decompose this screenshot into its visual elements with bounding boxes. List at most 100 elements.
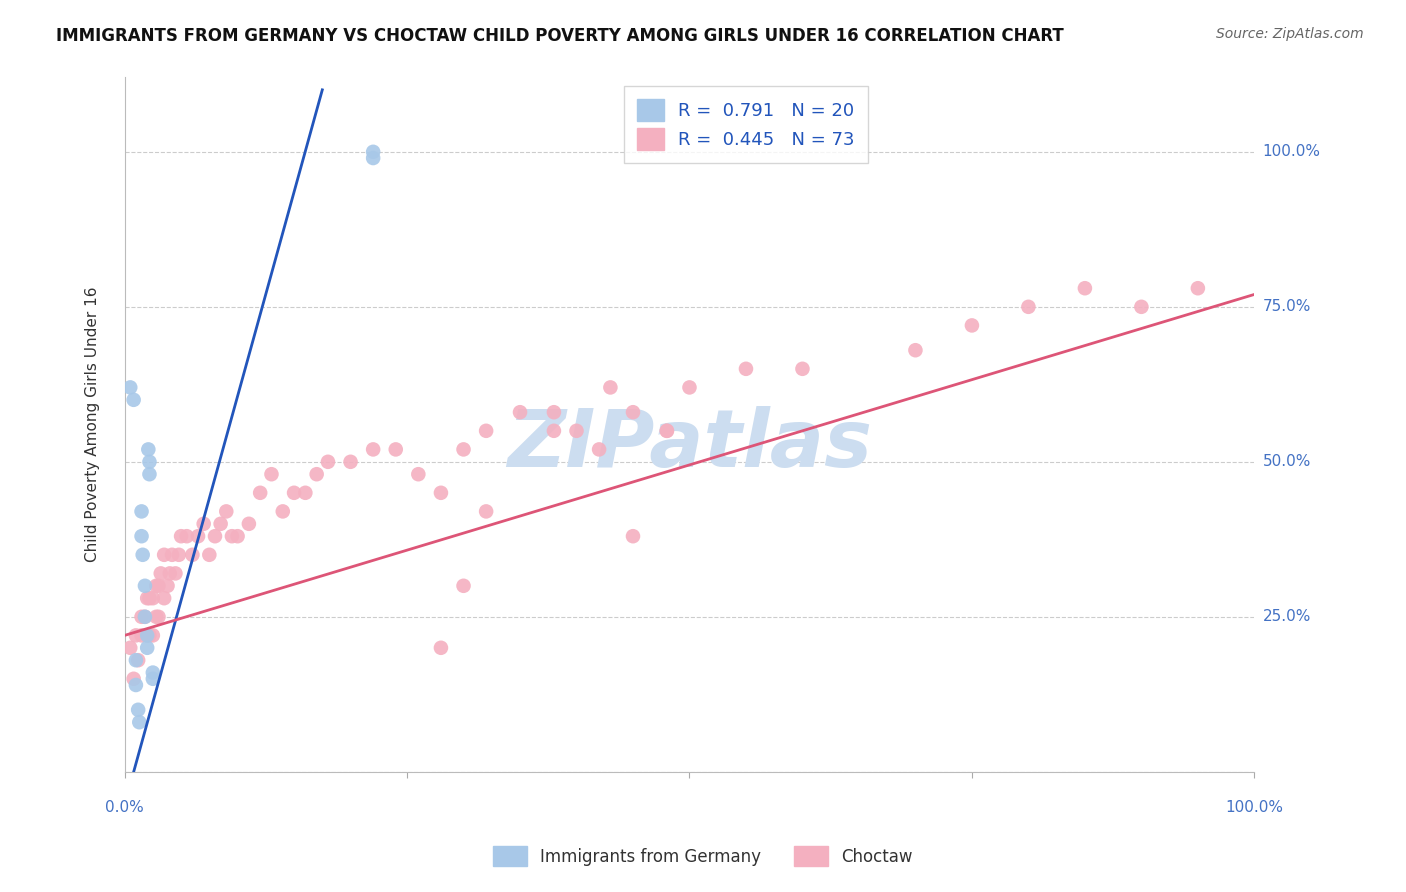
Point bbox=[221, 529, 243, 543]
Point bbox=[122, 672, 145, 686]
Point bbox=[453, 579, 475, 593]
Point bbox=[621, 405, 644, 419]
Point bbox=[122, 392, 145, 407]
Point bbox=[543, 424, 565, 438]
Text: IMMIGRANTS FROM GERMANY VS CHOCTAW CHILD POVERTY AMONG GIRLS UNDER 16 CORRELATIO: IMMIGRANTS FROM GERMANY VS CHOCTAW CHILD… bbox=[56, 27, 1064, 45]
Point bbox=[142, 665, 165, 680]
Point bbox=[408, 467, 430, 482]
Text: 100.0%: 100.0% bbox=[1226, 799, 1284, 814]
Point bbox=[170, 529, 193, 543]
Text: 100.0%: 100.0% bbox=[1263, 145, 1320, 160]
Point bbox=[384, 442, 406, 457]
Point bbox=[131, 504, 153, 518]
Point bbox=[138, 455, 160, 469]
Point bbox=[430, 640, 453, 655]
Point bbox=[145, 579, 167, 593]
Point bbox=[120, 380, 142, 394]
Text: 25.0%: 25.0% bbox=[1263, 609, 1310, 624]
Point bbox=[792, 361, 814, 376]
Point bbox=[509, 405, 531, 419]
Point bbox=[678, 380, 700, 394]
Point bbox=[136, 442, 159, 457]
Point bbox=[136, 591, 159, 606]
Point bbox=[136, 628, 159, 642]
Point bbox=[160, 548, 183, 562]
Point bbox=[193, 516, 215, 531]
Point bbox=[735, 361, 758, 376]
Point bbox=[1130, 300, 1153, 314]
Point bbox=[120, 640, 142, 655]
Point bbox=[361, 151, 384, 165]
Point bbox=[176, 529, 198, 543]
Point bbox=[565, 424, 588, 438]
Text: 0.0%: 0.0% bbox=[105, 799, 143, 814]
Point bbox=[361, 145, 384, 159]
Point bbox=[134, 579, 156, 593]
Point bbox=[148, 609, 170, 624]
Point bbox=[475, 504, 498, 518]
Point bbox=[134, 609, 156, 624]
Point bbox=[125, 678, 148, 692]
Point bbox=[904, 343, 927, 358]
Point bbox=[142, 591, 165, 606]
Point bbox=[131, 548, 153, 562]
Text: Source: ZipAtlas.com: Source: ZipAtlas.com bbox=[1216, 27, 1364, 41]
Point bbox=[294, 485, 316, 500]
Point bbox=[125, 628, 148, 642]
Point bbox=[131, 609, 153, 624]
Point bbox=[153, 591, 176, 606]
Point bbox=[198, 548, 221, 562]
Point bbox=[316, 455, 339, 469]
Text: ZIPatlas: ZIPatlas bbox=[508, 407, 872, 484]
Point bbox=[127, 703, 149, 717]
Point bbox=[249, 485, 271, 500]
Point bbox=[145, 609, 167, 624]
Point bbox=[226, 529, 249, 543]
Point bbox=[209, 516, 232, 531]
Point bbox=[138, 591, 160, 606]
Legend: Immigrants from Germany, Choctaw: Immigrants from Germany, Choctaw bbox=[485, 838, 921, 875]
Point bbox=[134, 609, 156, 624]
Point bbox=[131, 628, 153, 642]
Point bbox=[1187, 281, 1209, 295]
Point bbox=[165, 566, 187, 581]
Point bbox=[153, 548, 176, 562]
Point bbox=[283, 485, 305, 500]
Point bbox=[960, 318, 983, 333]
Point bbox=[238, 516, 260, 531]
Point bbox=[148, 579, 170, 593]
Text: 75.0%: 75.0% bbox=[1263, 300, 1310, 314]
Point bbox=[127, 653, 149, 667]
Point bbox=[305, 467, 328, 482]
Point bbox=[131, 529, 153, 543]
Legend: R =  0.791   N = 20, R =  0.445   N = 73: R = 0.791 N = 20, R = 0.445 N = 73 bbox=[624, 87, 868, 163]
Point bbox=[136, 640, 159, 655]
Point bbox=[204, 529, 226, 543]
Point bbox=[181, 548, 204, 562]
Text: 50.0%: 50.0% bbox=[1263, 454, 1310, 469]
Point bbox=[475, 424, 498, 438]
Point bbox=[125, 653, 148, 667]
Point bbox=[128, 715, 150, 730]
Point bbox=[159, 566, 181, 581]
Point bbox=[167, 548, 190, 562]
Point bbox=[142, 672, 165, 686]
Point bbox=[599, 380, 621, 394]
Point bbox=[588, 442, 610, 457]
Point bbox=[260, 467, 283, 482]
Point bbox=[453, 442, 475, 457]
Point bbox=[339, 455, 361, 469]
Point bbox=[1017, 300, 1039, 314]
Point bbox=[138, 467, 160, 482]
Point bbox=[149, 566, 172, 581]
Point bbox=[655, 424, 678, 438]
Point bbox=[187, 529, 209, 543]
Point bbox=[655, 424, 678, 438]
Point bbox=[136, 628, 159, 642]
Point bbox=[621, 529, 644, 543]
Point bbox=[430, 485, 453, 500]
Point bbox=[543, 405, 565, 419]
Point bbox=[361, 442, 384, 457]
Point bbox=[1074, 281, 1097, 295]
Point bbox=[215, 504, 238, 518]
